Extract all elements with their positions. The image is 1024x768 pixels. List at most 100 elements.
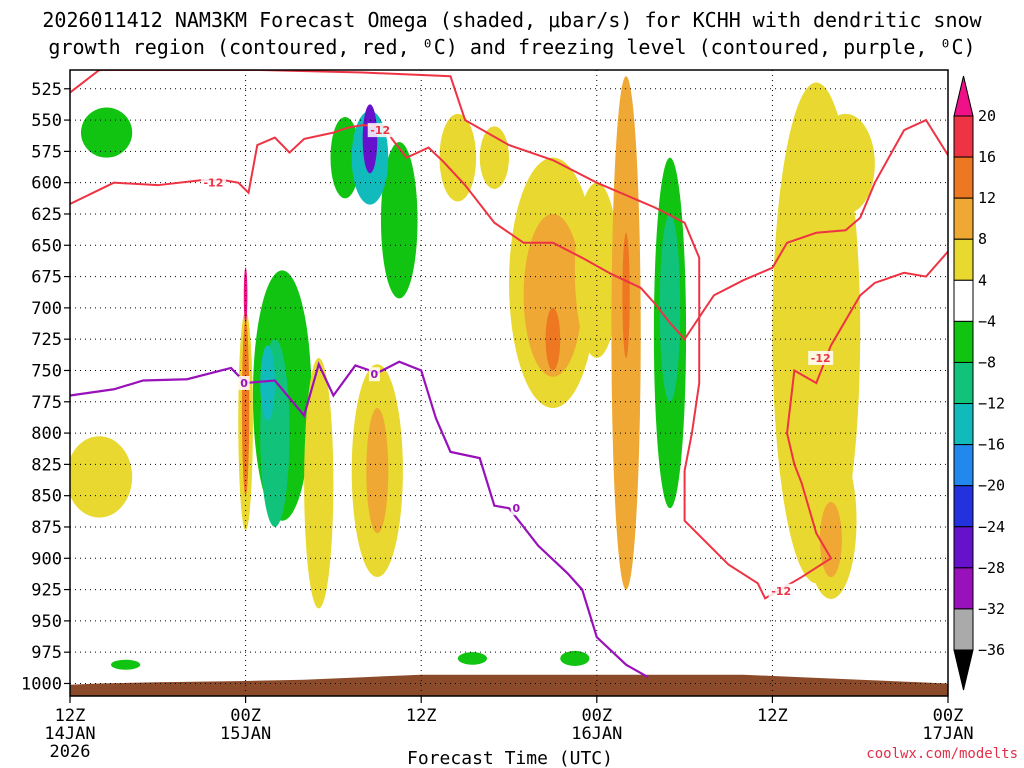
y-tick-label-775: 775 — [31, 393, 62, 413]
colorbar-segment-1 — [953, 156, 974, 199]
contour-label-5: 0 — [371, 368, 379, 381]
omega-patch-8 — [260, 345, 275, 421]
colorbar-segment-4 — [953, 279, 974, 322]
omega-patch-15 — [366, 408, 389, 534]
credit-link[interactable]: coolwx.com/modelts — [866, 746, 1018, 762]
colorbar-segment-8 — [953, 444, 974, 487]
plot-frame — [69, 69, 949, 697]
x-tick-time-2: 12Z — [406, 706, 437, 726]
x-tick-time-0: 12Z — [55, 706, 86, 726]
contour-label-2: -12 — [811, 352, 831, 365]
dgz-contour-upper — [70, 118, 948, 341]
contour-label-3: -12 — [771, 585, 791, 598]
omega-patch-29 — [816, 113, 875, 214]
colorbar-segment-6 — [953, 361, 974, 405]
omega-patch-10 — [330, 116, 360, 199]
y-tick-label-750: 750 — [31, 361, 62, 381]
y-tick-label-700: 700 — [31, 299, 62, 319]
omega-patch-19 — [523, 213, 583, 377]
y-tick-label-550: 550 — [31, 111, 62, 131]
colorbar-segment-2 — [953, 197, 974, 240]
x-tick-time-4: 12Z — [757, 706, 788, 726]
contour-label-bg-6 — [510, 501, 522, 516]
y-axis-pressure: 525 550 575 600 625 650 675 700 725 750 775 800 825 8… — [21, 80, 70, 694]
freezing-level-contour — [70, 360, 649, 679]
omega-patch-0 — [70, 436, 133, 518]
contour-label-bg-1 — [367, 123, 393, 138]
y-tick-label-975: 975 — [31, 643, 62, 663]
omega-patch-13 — [362, 104, 378, 174]
colorbar-label-9: −20 — [978, 477, 1005, 495]
x-tick-time-3: 00Z — [581, 706, 612, 726]
x-tick-year-0: 2026 — [50, 742, 91, 762]
terrain-polygon — [70, 674, 948, 696]
colorbar: 20 16 12 8 4 −4 −8 −12 −16 −20 −24 −28 −32 −36 — [953, 75, 1005, 691]
omega-patch-30 — [457, 652, 488, 665]
colorbar-segment-12 — [953, 608, 974, 651]
y-tick-label-625: 625 — [31, 205, 62, 225]
colorbar-label-4: 4 — [978, 271, 987, 289]
y-tick-label-725: 725 — [31, 330, 62, 350]
y-tick-label-800: 800 — [31, 424, 62, 444]
x-tick-time-1: 00Z — [230, 706, 261, 726]
y-tick-label-675: 675 — [31, 268, 62, 288]
omega-patch-28 — [819, 501, 842, 578]
omega-shading — [70, 76, 875, 670]
y-tick-label-575: 575 — [31, 142, 62, 162]
y-tick-label-600: 600 — [31, 174, 62, 194]
x-tick-time-5: 00Z — [933, 706, 964, 726]
colorbar-segment-3 — [953, 238, 974, 281]
y-tick-label-850: 850 — [31, 487, 62, 507]
title-line-1: 2026011412 NAM3KM Forecast Omega (shaded… — [42, 8, 982, 32]
y-tick-label-925: 925 — [31, 581, 62, 601]
x-tick-date-1: 15JAN — [220, 724, 271, 744]
colorbar-label-2: 12 — [978, 189, 996, 207]
colorbar-segment-7 — [953, 403, 974, 446]
terrain-layer — [70, 674, 948, 696]
colorbar-label-1: 16 — [978, 148, 996, 166]
colorbar-label-11: −28 — [978, 559, 1005, 577]
colorbar-label-5: −4 — [978, 312, 996, 330]
y-tick-label-950: 950 — [31, 612, 62, 632]
x-tick-date-5: 17JAN — [922, 724, 973, 744]
omega-patch-2 — [110, 659, 141, 670]
x-tick-date-0: 14JAN — [44, 724, 95, 744]
omega-patch-20 — [545, 307, 561, 371]
contour-label-bg-5 — [368, 367, 380, 382]
colorbar-top-triangle — [953, 75, 974, 117]
contour-label-6: 0 — [512, 502, 520, 515]
contour-labels: -12 -12 -12 -12 0 0 0 — [200, 123, 834, 598]
contour-label-bg-0 — [200, 175, 226, 190]
colorbar-label-10: −24 — [978, 518, 1005, 536]
x-axis-label: Forecast Time (UTC) — [407, 748, 613, 768]
y-tick-label-825: 825 — [31, 455, 62, 475]
omega-patch-9 — [304, 357, 334, 609]
colorbar-label-13: −36 — [978, 641, 1005, 659]
colorbar-segment-5 — [953, 320, 974, 363]
colorbar-segment-11 — [953, 567, 974, 610]
contour-label-4: 0 — [240, 377, 248, 390]
y-tick-label-1000: 1000 — [21, 674, 62, 694]
omega-patch-25 — [659, 213, 681, 402]
contour-label-bg-2 — [808, 350, 834, 365]
contour-label-1: -12 — [370, 124, 390, 137]
title-line-2: growth region (contoured, red, ⁰C) and f… — [48, 35, 975, 59]
colorbar-segment-9 — [953, 485, 974, 528]
y-tick-label-900: 900 — [31, 549, 62, 569]
contour-label-bg-4 — [238, 376, 250, 390]
y-tick-label-525: 525 — [31, 80, 62, 100]
colorbar-label-0: 20 — [978, 107, 996, 125]
omega-patch-31 — [560, 650, 590, 666]
colorbar-label-3: 8 — [978, 230, 987, 248]
colorbar-label-8: −16 — [978, 436, 1005, 454]
contour-label-0: -12 — [203, 177, 223, 190]
omega-patch-11 — [380, 141, 418, 299]
colorbar-segment-10 — [953, 526, 974, 569]
colorbar-bottom-triangle — [953, 649, 974, 691]
omega-patch-1 — [80, 107, 133, 158]
colorbar-label-12: −32 — [978, 600, 1005, 618]
omega-patch-23 — [622, 232, 630, 358]
colorbar-label-7: −12 — [978, 395, 1005, 413]
